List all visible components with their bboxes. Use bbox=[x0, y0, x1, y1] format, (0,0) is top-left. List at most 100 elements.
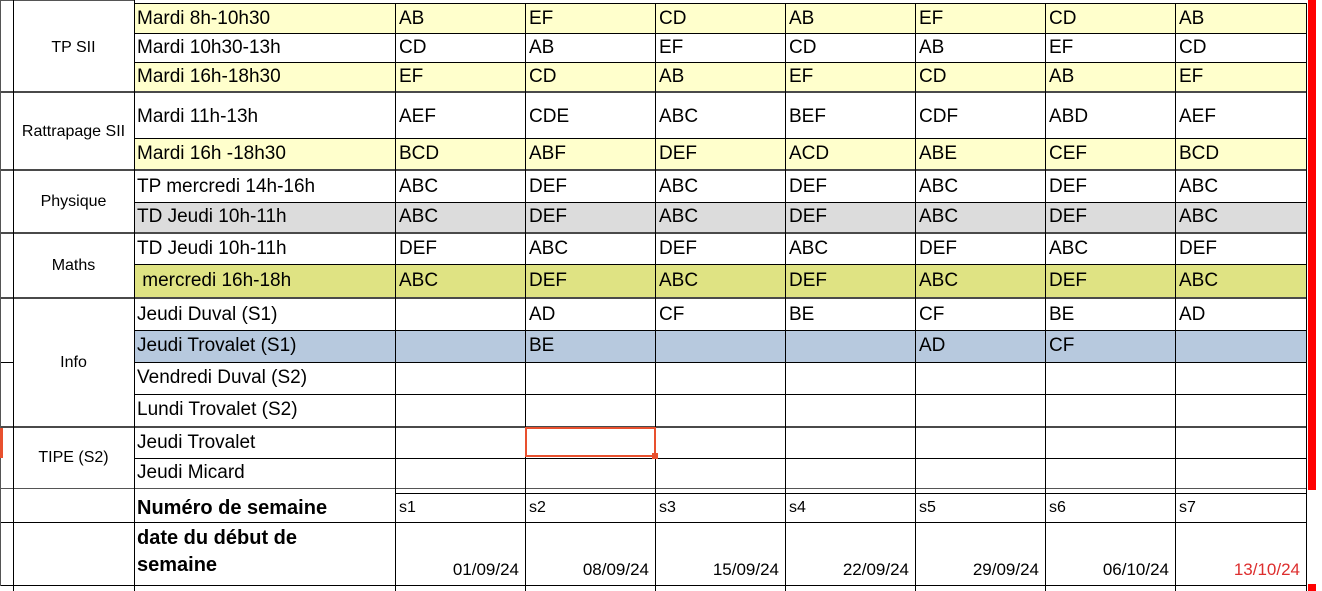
data-cell[interactable]: BCD bbox=[1179, 142, 1220, 164]
data-cell[interactable]: DEF bbox=[1179, 238, 1217, 259]
category-cell[interactable]: TP SII bbox=[51, 38, 96, 56]
data-cell[interactable] bbox=[1049, 394, 1171, 426]
data-cell[interactable]: DEF bbox=[789, 206, 827, 227]
data-cell[interactable]: EF bbox=[529, 7, 554, 29]
data-cell[interactable]: ABC bbox=[1049, 238, 1089, 259]
category-cell[interactable]: Physique bbox=[40, 192, 107, 210]
data-cell[interactable]: AD bbox=[1179, 303, 1206, 325]
date-cell[interactable]: 01/09/24 bbox=[452, 560, 519, 579]
data-cell[interactable] bbox=[1179, 362, 1302, 394]
data-cell[interactable] bbox=[399, 330, 521, 362]
date-cell[interactable]: 06/10/24 bbox=[1102, 560, 1169, 579]
data-cell[interactable]: CD bbox=[659, 7, 687, 29]
data-cell[interactable]: ABF bbox=[529, 142, 566, 164]
data-cell[interactable] bbox=[919, 428, 1041, 458]
data-cell[interactable]: CD bbox=[399, 36, 427, 58]
data-cell[interactable]: CD bbox=[529, 65, 557, 87]
data-cell[interactable]: AB bbox=[1049, 65, 1075, 87]
category-cell[interactable]: Rattrapage SII bbox=[21, 123, 126, 141]
row-label-cell[interactable]: Jeudi Trovalet bbox=[137, 432, 256, 453]
data-cell[interactable]: AB bbox=[789, 7, 815, 29]
data-cell[interactable]: ABC bbox=[1179, 175, 1219, 197]
data-cell[interactable]: ABC bbox=[1179, 269, 1219, 291]
category-cell[interactable]: TIPE (S2) bbox=[38, 449, 109, 467]
data-cell[interactable] bbox=[399, 428, 521, 458]
data-cell[interactable]: ABC bbox=[399, 175, 439, 197]
row-label-cell[interactable]: Mardi 10h30-13h bbox=[137, 36, 281, 58]
data-cell[interactable]: ABC bbox=[919, 175, 959, 197]
data-cell[interactable]: ABC bbox=[1179, 206, 1219, 227]
data-cell[interactable]: ACD bbox=[789, 142, 830, 164]
data-cell[interactable] bbox=[1049, 362, 1171, 394]
data-cell[interactable]: ABC bbox=[399, 206, 439, 227]
data-cell[interactable]: EF bbox=[919, 7, 944, 29]
data-cell[interactable]: CD bbox=[789, 36, 817, 58]
data-cell[interactable]: DEF bbox=[789, 175, 827, 197]
data-cell[interactable]: EF bbox=[399, 65, 424, 87]
data-cell[interactable]: CD bbox=[919, 65, 947, 87]
data-cell[interactable]: ABC bbox=[659, 206, 699, 227]
week-number-cell[interactable]: s6 bbox=[1049, 499, 1066, 516]
data-cell[interactable]: CEF bbox=[1049, 142, 1087, 164]
row-label-cell[interactable]: mercredi 16h-18h bbox=[137, 269, 292, 291]
data-cell[interactable]: ABC bbox=[919, 206, 959, 227]
data-cell[interactable]: ABC bbox=[529, 238, 569, 259]
data-cell[interactable]: AEF bbox=[399, 105, 436, 127]
row-label-cell[interactable]: Jeudi Trovalet (S1) bbox=[137, 335, 297, 356]
data-cell[interactable]: ABC bbox=[399, 269, 439, 291]
category-cell[interactable]: Info bbox=[60, 353, 87, 371]
date-cell[interactable]: 29/09/24 bbox=[972, 560, 1039, 579]
data-cell[interactable]: ABC bbox=[919, 269, 959, 291]
row-label-cell[interactable]: Jeudi Micard bbox=[137, 462, 245, 483]
data-cell[interactable] bbox=[399, 362, 521, 394]
data-cell[interactable]: CD bbox=[1179, 36, 1207, 58]
data-cell[interactable] bbox=[659, 330, 781, 362]
data-cell[interactable]: CF bbox=[1049, 335, 1075, 356]
data-cell[interactable]: EF bbox=[1179, 65, 1204, 87]
data-cell[interactable] bbox=[789, 428, 911, 458]
data-cell[interactable] bbox=[789, 458, 911, 488]
data-cell[interactable]: DEF bbox=[529, 175, 567, 197]
week-number-cell[interactable]: s3 bbox=[659, 499, 676, 516]
data-cell[interactable]: AD bbox=[529, 303, 556, 325]
category-cell[interactable]: Maths bbox=[51, 256, 96, 274]
data-cell[interactable] bbox=[529, 458, 651, 488]
data-cell[interactable]: ABC bbox=[659, 175, 699, 197]
data-cell[interactable]: AB bbox=[399, 7, 425, 29]
row-label-cell[interactable]: TP mercredi 14h-16h bbox=[137, 175, 316, 197]
data-cell[interactable]: CDE bbox=[529, 105, 570, 127]
data-cell[interactable]: AB bbox=[1179, 7, 1205, 29]
data-cell[interactable]: DEF bbox=[1049, 269, 1087, 291]
data-cell[interactable]: DEF bbox=[659, 142, 697, 164]
data-cell[interactable]: EF bbox=[659, 36, 684, 58]
data-cell[interactable] bbox=[399, 458, 521, 488]
data-cell[interactable]: AB bbox=[659, 65, 685, 87]
data-cell[interactable]: CDF bbox=[919, 105, 959, 127]
data-cell[interactable]: ABD bbox=[1049, 105, 1089, 127]
data-cell[interactable]: ABC bbox=[659, 105, 699, 127]
data-cell[interactable]: CF bbox=[919, 303, 945, 325]
data-cell[interactable] bbox=[1179, 330, 1302, 362]
data-cell[interactable] bbox=[919, 458, 1041, 488]
data-cell[interactable]: EF bbox=[789, 65, 814, 87]
data-cell[interactable] bbox=[659, 458, 781, 488]
data-cell[interactable]: DEF bbox=[1049, 206, 1087, 227]
data-cell[interactable]: ABC bbox=[789, 238, 829, 259]
row-label-cell[interactable]: TD Jeudi 10h-11h bbox=[137, 206, 287, 227]
week-number-cell[interactable]: s5 bbox=[919, 499, 936, 516]
data-cell[interactable]: BE bbox=[789, 303, 815, 325]
date-cell[interactable]: 15/09/24 bbox=[712, 560, 779, 579]
data-cell[interactable] bbox=[659, 362, 781, 394]
data-cell[interactable]: BCD bbox=[399, 142, 440, 164]
data-cell[interactable]: DEF bbox=[659, 238, 697, 259]
date-cell[interactable]: 08/09/24 bbox=[582, 560, 649, 579]
row-label-cell[interactable]: Mardi 16h -18h30 bbox=[137, 142, 286, 164]
data-cell[interactable]: ABE bbox=[919, 142, 958, 164]
data-cell[interactable]: CF bbox=[659, 303, 685, 325]
data-cell[interactable]: BE bbox=[1049, 303, 1075, 325]
data-cell[interactable] bbox=[659, 428, 781, 458]
data-cell[interactable] bbox=[1179, 394, 1302, 426]
week-row-label-cell[interactable]: Numéro de semaine bbox=[137, 496, 328, 519]
data-cell[interactable]: AEF bbox=[1179, 105, 1216, 127]
date-cell[interactable]: 13/10/24 bbox=[1233, 560, 1300, 579]
